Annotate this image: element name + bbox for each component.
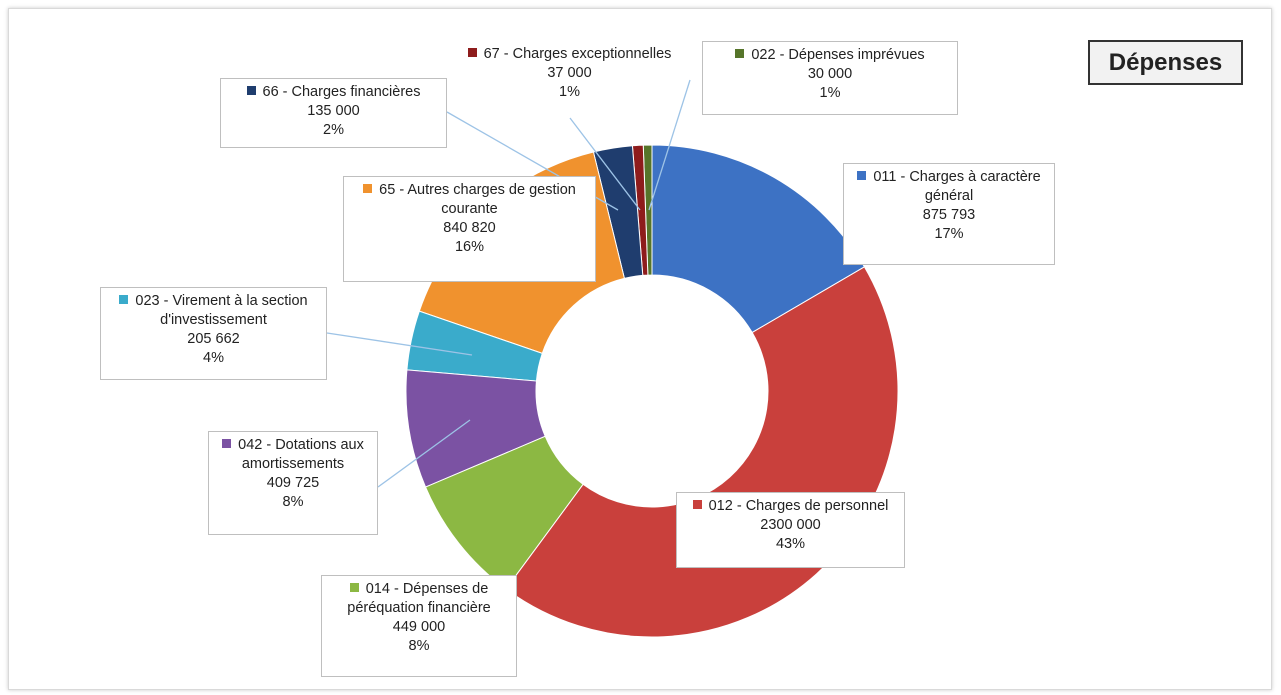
value-label: 2300 000	[760, 517, 821, 533]
data-label: 65 - Autres charges de gestion courante 8…	[343, 176, 596, 282]
label-name: 011 - Charges à caractère général	[850, 168, 1048, 206]
label-name: 014 - Dépenses de péréquation financière	[328, 580, 510, 618]
donut-segment	[406, 310, 543, 382]
category-name: 022 - Dépenses imprévues	[751, 47, 925, 63]
label-name: 66 - Charges financières	[227, 83, 440, 102]
category-name: 042 - Dotations aux amortissements	[238, 437, 364, 472]
leader-line	[569, 117, 641, 211]
category-name: 012 - Charges de personnel	[708, 498, 889, 514]
legend-swatch	[222, 439, 232, 448]
donut-segment	[592, 145, 644, 279]
data-label: 67 - Charges exceptionnelles 37 000 1%	[440, 40, 699, 130]
leader-line	[326, 332, 473, 356]
legend-swatch	[692, 500, 702, 509]
data-label: 014 - Dépenses de péréquation financière…	[321, 575, 517, 677]
data-label: 042 - Dotations aux amortissements 409 72…	[208, 431, 378, 535]
percent-label: 43%	[775, 536, 806, 552]
legend-swatch	[857, 171, 867, 180]
percent-label: 8%	[282, 494, 304, 510]
donut-segment	[424, 435, 584, 590]
category-name: 014 - Dépenses de péréquation financière	[347, 581, 491, 616]
percent-label: 16%	[454, 239, 485, 255]
label-name: 042 - Dotations aux amortissements	[215, 436, 371, 474]
legend-swatch	[735, 49, 745, 58]
data-label: 66 - Charges financières 135 000 2%	[220, 78, 447, 148]
category-name: 65 - Autres charges de gestion courante	[379, 182, 576, 217]
percent-label: 1%	[559, 84, 580, 100]
data-label: 012 - Charges de personnel 2300 000 43%	[676, 492, 905, 568]
value-label: 37 000	[547, 65, 592, 81]
value-label: 875 793	[922, 207, 976, 223]
data-label: 023 - Virement à la section d'investisse…	[100, 287, 327, 380]
category-name: 66 - Charges financières	[262, 84, 421, 100]
data-label: 011 - Charges à caractère général 875 793…	[843, 163, 1055, 265]
value-label: 449 000	[392, 619, 446, 635]
chart-title: Dépenses	[1088, 40, 1243, 85]
value-label: 409 725	[266, 475, 320, 491]
legend-swatch	[119, 295, 129, 304]
category-name: 67 - Charges exceptionnelles	[483, 46, 672, 62]
label-name: 012 - Charges de personnel	[683, 497, 898, 516]
category-name: 023 - Virement à la section d'investisse…	[135, 293, 308, 328]
data-label: 022 - Dépenses imprévues 30 000 1%	[702, 41, 958, 115]
legend-swatch	[363, 184, 373, 193]
leader-line	[648, 79, 691, 211]
percent-label: 17%	[934, 226, 964, 242]
donut-segment	[505, 266, 899, 638]
percent-label: 1%	[819, 85, 841, 101]
label-name: 023 - Virement à la section d'investisse…	[107, 292, 320, 330]
legend-swatch	[246, 86, 256, 95]
label-name: 67 - Charges exceptionnelles	[447, 45, 692, 64]
value-label: 135 000	[307, 103, 360, 119]
percent-label: 4%	[203, 350, 224, 366]
value-label: 205 662	[187, 331, 240, 347]
label-name: 65 - Autres charges de gestion courante	[350, 181, 589, 219]
percent-label: 8%	[408, 638, 430, 654]
value-label: 840 820	[443, 220, 496, 236]
label-name: 022 - Dépenses imprévues	[709, 46, 951, 65]
legend-swatch	[467, 48, 477, 57]
category-name: 011 - Charges à caractère général	[873, 169, 1041, 204]
legend-swatch	[349, 583, 359, 592]
leader-line	[377, 419, 471, 488]
value-label: 30 000	[807, 66, 853, 82]
donut-segment	[405, 369, 546, 488]
percent-label: 2%	[323, 122, 344, 138]
